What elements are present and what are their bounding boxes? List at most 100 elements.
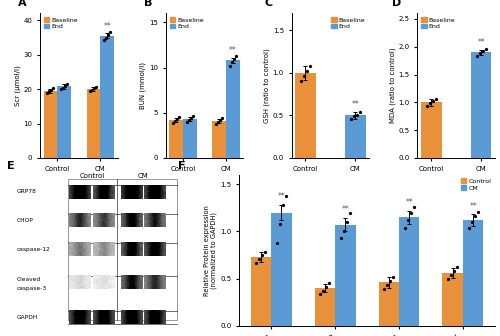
Point [478,48,486,54]
Text: **: ** [278,192,285,201]
Point [262,250,270,255]
Point [214,119,222,124]
Bar [183,119,197,158]
Bar [314,288,335,326]
Point [276,221,284,226]
Point [57,86,65,92]
Point [218,116,226,121]
Point [183,119,191,124]
Point [410,204,418,210]
Point [92,84,100,90]
Point [482,46,490,52]
Point [212,121,220,126]
Point [252,260,260,265]
Point [353,112,361,117]
Point [232,53,240,58]
Point [173,116,181,122]
Text: caspase-3: caspase-3 [16,286,47,291]
Point [63,81,71,87]
Point [226,63,234,69]
Point [468,219,475,225]
Bar [442,273,463,326]
Point [46,88,54,94]
Point [86,88,94,94]
Point [428,98,436,104]
Point [432,96,440,102]
Point [347,116,355,122]
Point [337,235,345,241]
Point [297,78,305,83]
Point [384,283,392,288]
Bar [470,52,492,158]
Point [340,229,348,234]
Point [61,83,69,88]
Point [258,252,266,258]
Text: CHOP: CHOP [16,218,34,223]
Point [380,286,388,292]
Bar [335,225,355,326]
Bar [212,121,226,158]
Point [316,291,324,296]
Point [346,210,354,215]
Point [175,115,183,120]
Point [189,114,197,119]
Point [343,219,351,225]
Point [185,117,193,123]
Bar [226,60,240,158]
Legend: Control, CM: Control, CM [460,178,492,191]
Point [300,74,308,79]
Point [444,276,452,281]
Text: GRP78: GRP78 [16,190,36,195]
Text: caspase-12: caspase-12 [16,247,50,252]
Bar [271,213,291,326]
Point [470,214,478,219]
Text: F: F [178,161,185,171]
Bar [250,257,271,326]
Point [104,32,112,37]
Text: **: ** [229,46,237,55]
Text: **: ** [406,198,413,207]
Point [50,85,58,91]
Text: B: B [144,0,152,8]
Point [100,38,108,43]
Text: Control: Control [79,172,104,178]
Point [228,59,236,65]
Text: **: ** [104,22,111,31]
Point [230,57,238,62]
Bar [463,220,483,326]
Point [169,120,177,125]
Point [256,256,264,261]
Bar [68,179,177,320]
Point [322,285,330,290]
Point [474,209,482,214]
Point [404,217,411,223]
Point [88,87,96,92]
Point [48,87,56,92]
Y-axis label: MDA (ratio to control): MDA (ratio to control) [389,48,396,124]
Bar [170,120,183,158]
Point [423,103,431,109]
Text: **: ** [352,100,359,110]
Bar [100,36,114,158]
Point [476,51,484,56]
Text: C: C [264,0,272,8]
Y-axis label: BUN (mmol/l): BUN (mmol/l) [140,62,146,109]
Point [282,193,290,198]
Point [450,268,458,274]
Text: GAPDH: GAPDH [16,315,38,320]
Point [386,278,394,283]
Point [320,288,328,294]
Legend: Baseline, End: Baseline, End [420,16,456,30]
Point [44,90,52,95]
Point [406,210,414,215]
Bar [86,89,101,158]
Point [447,272,455,278]
Point [171,118,179,124]
Point [464,225,472,230]
Point [356,109,364,115]
Legend: Baseline, End: Baseline, End [169,16,204,30]
Text: E: E [6,161,14,171]
Bar [345,116,366,158]
Point [426,101,434,106]
Text: A: A [18,0,27,8]
